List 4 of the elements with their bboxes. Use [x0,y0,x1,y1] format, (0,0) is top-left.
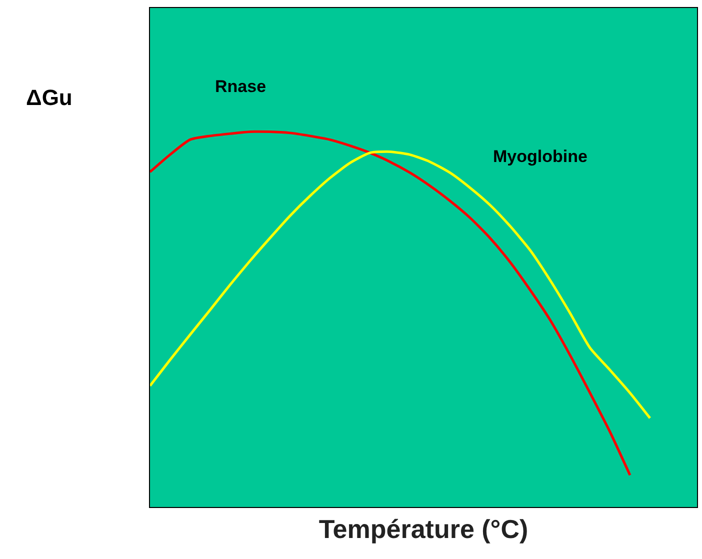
y-axis-title: ΔGu [26,85,72,110]
text: Rnase [215,77,266,96]
x-axis-title: Température (°C) [318,514,528,544]
series-label: Myoglobine [493,147,588,166]
